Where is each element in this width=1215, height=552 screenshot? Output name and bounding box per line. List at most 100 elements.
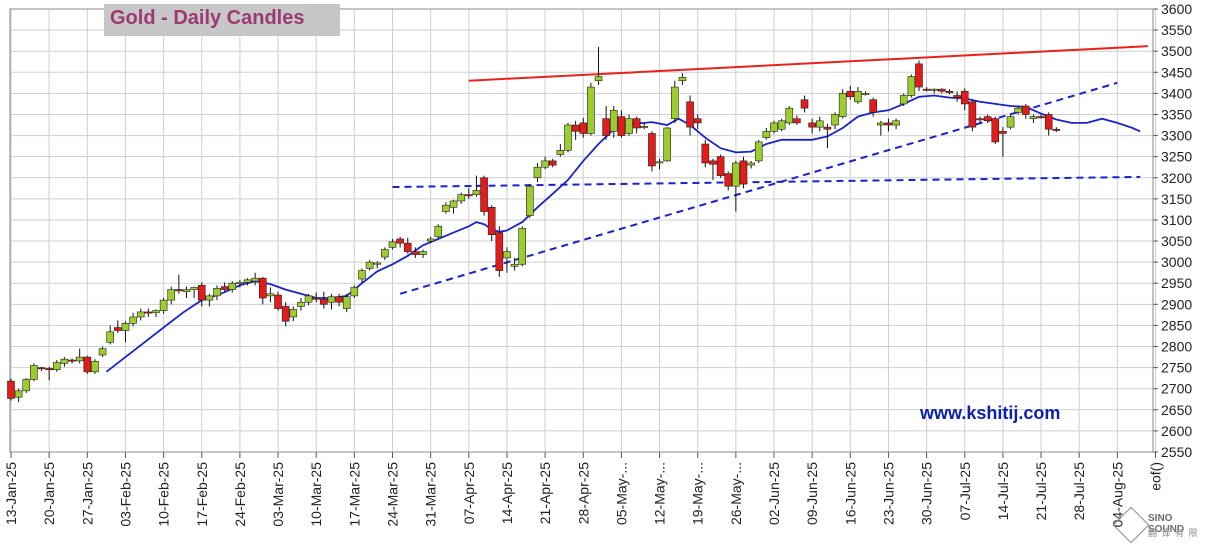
candle-body-down [571, 124, 580, 132]
candle-body-up [449, 200, 458, 208]
candle-body-up [899, 95, 908, 105]
logo-diamond-icon [1112, 506, 1150, 544]
candle-body-up [91, 360, 99, 373]
candle [953, 91, 961, 102]
candle [724, 171, 733, 191]
candle [197, 282, 206, 307]
candle-body-up [129, 316, 137, 324]
candle [1014, 106, 1022, 115]
candle-body-down [45, 368, 53, 371]
y-tick-label: 2600 [1161, 423, 1192, 439]
candle [1044, 112, 1053, 136]
candle [60, 357, 69, 367]
candle [7, 378, 15, 401]
candle-body-up [98, 348, 107, 356]
candle-body-up [625, 118, 633, 134]
candle [884, 118, 893, 132]
candle [297, 298, 305, 311]
x-tick-label: 16-Jun-25 [842, 462, 858, 525]
candle-body-up [831, 114, 839, 126]
candle-body-up [640, 125, 649, 128]
candle [426, 236, 435, 244]
candle-body-down [739, 160, 748, 185]
candle [587, 82, 595, 136]
candle-body-up [587, 86, 595, 134]
candle [503, 247, 511, 273]
y-tick-label: 2550 [1161, 444, 1192, 460]
candle [938, 88, 946, 94]
candle [869, 97, 877, 117]
candle-body-down [983, 116, 992, 122]
candle-body-up [785, 107, 794, 124]
candle-body-up [327, 296, 336, 303]
candle-body-up [762, 131, 771, 138]
candle [52, 360, 61, 372]
candle-body-up [518, 228, 527, 265]
candle-body-up [213, 288, 221, 297]
candle-body-up [182, 289, 191, 292]
candle-body-up [564, 124, 572, 151]
candle [457, 192, 465, 204]
candle [464, 188, 473, 199]
candle-body-up [892, 120, 900, 126]
axes: 2550 2600 2650 2700 2750 2800 2850 2900 2950 3000… [3, 1, 1192, 527]
candle-body-up [1029, 116, 1038, 119]
candle [136, 308, 145, 321]
candle [14, 388, 23, 403]
x-tick-label: 10-Feb-25 [156, 462, 172, 527]
candle-body-up [503, 251, 511, 259]
candle [892, 118, 900, 130]
candle-body-up [770, 122, 778, 132]
candle-body-up [365, 261, 374, 269]
x-tick-label: 26-May-... [728, 462, 744, 525]
candle-body-down [884, 122, 893, 126]
support-trendline [392, 175, 1141, 189]
candle [159, 298, 168, 314]
candle [106, 325, 114, 345]
candle-body-up [205, 295, 214, 301]
candle-body-down [548, 160, 557, 166]
candle-body-down [1037, 116, 1045, 119]
candle-body-up [297, 301, 305, 307]
candle-body-down [1052, 128, 1061, 131]
x-tick-label: 12-May-... [652, 462, 668, 525]
candle-body-down [312, 297, 321, 300]
candle [335, 293, 343, 307]
candle [236, 279, 244, 288]
candle-body-down [648, 133, 656, 167]
candle [1021, 103, 1030, 119]
x-tick-label: 17-Feb-25 [194, 462, 210, 527]
candle [342, 293, 351, 312]
candle [678, 73, 687, 85]
candle-body-up [358, 270, 366, 280]
candle [823, 123, 832, 149]
candle-body-down [846, 90, 855, 98]
candle [854, 87, 862, 104]
y-tick-label: 3400 [1161, 85, 1192, 101]
candle [716, 154, 725, 178]
candle [609, 106, 618, 138]
candle [793, 115, 801, 126]
candle-body-down [709, 160, 717, 165]
candle [381, 247, 389, 261]
candle-body-down [579, 122, 588, 134]
candle [373, 261, 382, 269]
candle [640, 122, 649, 130]
candle-body-up [1006, 116, 1015, 128]
logo-subtext: 翻 译 有 限 [1148, 528, 1199, 538]
candle-body-down [823, 126, 832, 130]
x-tick-label: 14-Apr-25 [499, 462, 515, 524]
candle-body-down [320, 298, 328, 305]
candle-body-up [838, 93, 847, 117]
candle [945, 89, 954, 95]
candle-body-down [83, 356, 92, 373]
candle-body-up [350, 287, 359, 297]
candle-body-up [671, 86, 679, 119]
candle [518, 226, 527, 267]
candle [960, 88, 969, 111]
y-tick-label: 2650 [1161, 402, 1192, 418]
candle [983, 114, 992, 123]
candle-body-up [251, 277, 259, 282]
candle [121, 321, 130, 343]
x-tick-label: 07-Jul-25 [957, 462, 973, 521]
